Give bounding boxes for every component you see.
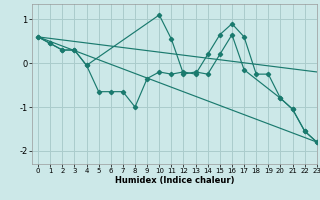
- X-axis label: Humidex (Indice chaleur): Humidex (Indice chaleur): [115, 176, 234, 185]
